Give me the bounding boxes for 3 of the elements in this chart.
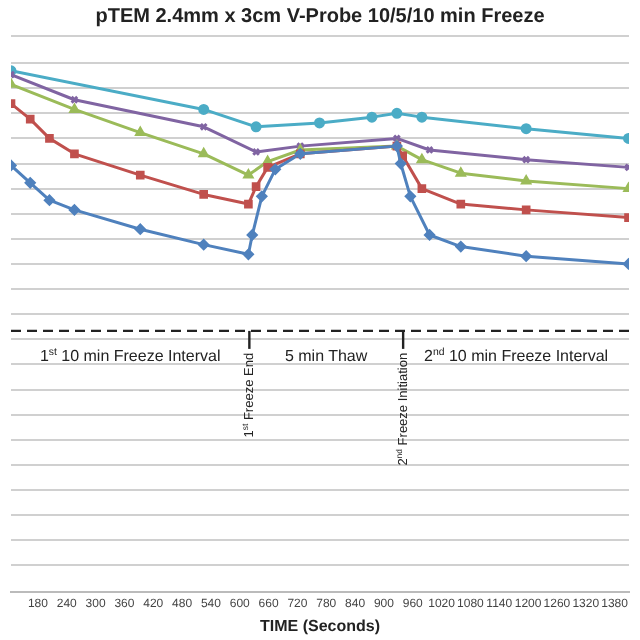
x-axis-title: TIME (Seconds) (259, 616, 381, 635)
text: 5 min Thaw (284, 347, 368, 366)
chart-title: pTEM 2.4mm x 3cm V-Probe 10/5/10 min Freeze (95, 5, 546, 28)
